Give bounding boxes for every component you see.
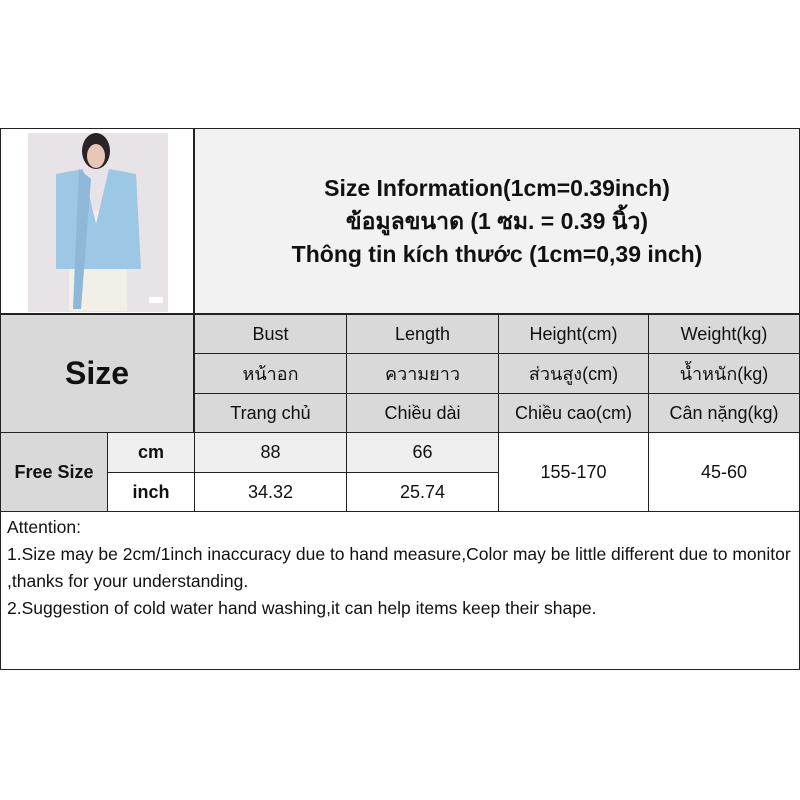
weight-range: 45-60 bbox=[648, 432, 800, 512]
header-length-vi: Chiều dài bbox=[346, 393, 499, 433]
header-weight-th: น้ำหนัก(kg) bbox=[648, 353, 800, 394]
title-th: ข้อมูลขนาด (1 ซม. = 0.39 นิ้ว) bbox=[345, 207, 649, 234]
attention-note-1: 1.Size may be 2cm/1inch inaccuracy due t… bbox=[7, 544, 791, 591]
header-length-en: Length bbox=[346, 314, 499, 354]
header-length-th: ความยาว bbox=[346, 353, 499, 394]
title-vi: Thông tin kích thước (1cm=0,39 inch) bbox=[291, 240, 703, 267]
header-height-vi: Chiều cao(cm) bbox=[498, 393, 649, 433]
product-image bbox=[28, 133, 168, 312]
header-weight-vi: Cân nặng(kg) bbox=[648, 393, 800, 433]
product-photo bbox=[0, 128, 194, 314]
size-info-title: Size Information(1cm=0.39inch) ข้อมูลขนา… bbox=[194, 128, 800, 314]
title-en: Size Information(1cm=0.39inch) bbox=[324, 174, 670, 201]
header-height-th: ส่วนสูง(cm) bbox=[498, 353, 649, 394]
length-cm: 66 bbox=[346, 432, 499, 473]
header-bust-th: หน้าอก bbox=[194, 353, 347, 394]
unit-inch: inch bbox=[107, 472, 195, 512]
unit-cm: cm bbox=[107, 432, 195, 473]
length-inch: 25.74 bbox=[346, 472, 499, 512]
bust-inch: 34.32 bbox=[194, 472, 347, 512]
bust-cm: 88 bbox=[194, 432, 347, 473]
height-range: 155-170 bbox=[498, 432, 649, 512]
header-bust-vi: Trang chủ bbox=[194, 393, 347, 433]
attention-notes: Attention: 1.Size may be 2cm/1inch inacc… bbox=[0, 511, 800, 670]
header-height-en: Height(cm) bbox=[498, 314, 649, 354]
attention-note-2: 2.Suggestion of cold water hand washing,… bbox=[7, 598, 597, 618]
attention-heading: Attention: bbox=[7, 517, 81, 537]
header-weight-en: Weight(kg) bbox=[648, 314, 800, 354]
header-bust-en: Bust bbox=[194, 314, 347, 354]
size-header: Size bbox=[0, 314, 194, 433]
size-free-size: Free Size bbox=[0, 432, 108, 512]
